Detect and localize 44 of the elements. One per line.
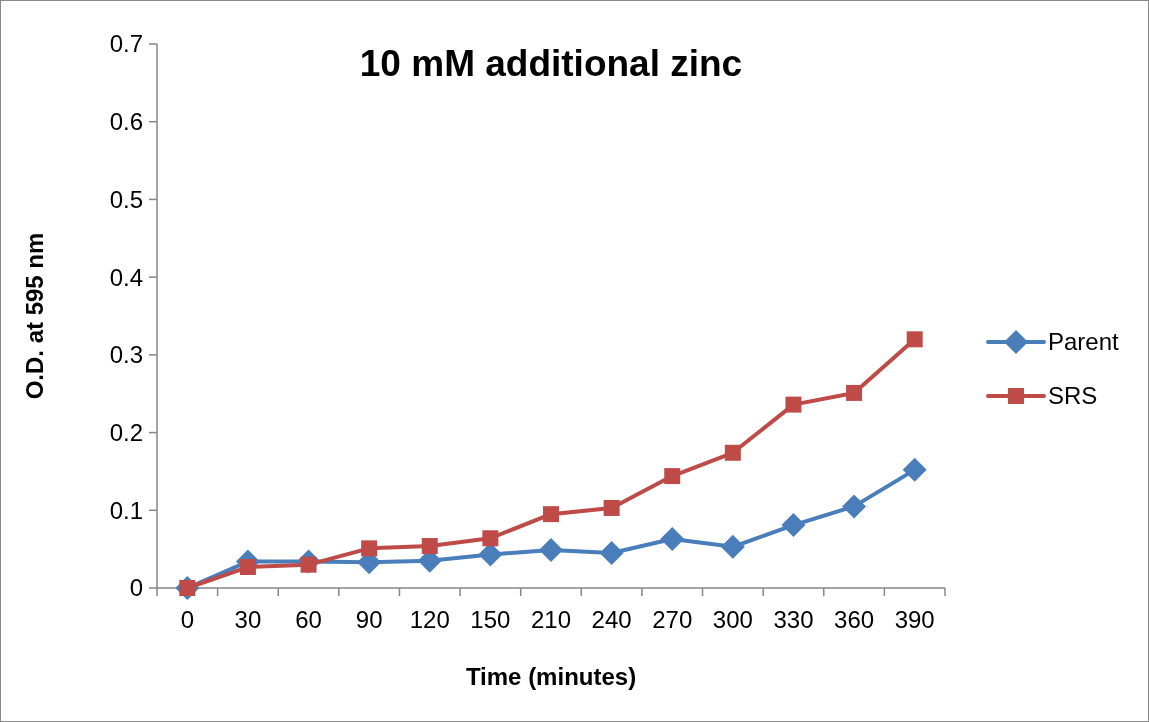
legend-label: SRS: [1048, 382, 1098, 410]
point: [664, 468, 681, 485]
y-tick-label: 0.4: [109, 263, 143, 291]
x-tick-label: 210: [530, 606, 572, 633]
point: [603, 499, 620, 516]
point: [539, 537, 563, 562]
x-tick-label: 390: [894, 606, 935, 633]
y-tick-label: 0.1: [109, 496, 143, 524]
x-tick-label: 360: [834, 606, 875, 633]
point: [482, 530, 499, 547]
point: [846, 384, 863, 401]
point: [842, 494, 867, 519]
x-axis-title: Time (minutes): [465, 663, 637, 690]
x-tick-label: 270: [652, 606, 693, 633]
x-tick-label: 240: [591, 606, 632, 633]
point: [660, 527, 685, 552]
x-tick-label: 330: [773, 606, 814, 633]
point: [906, 331, 923, 348]
x-tick-label: 90: [355, 606, 383, 633]
y-tick-label: 0.2: [109, 418, 143, 446]
point: [239, 559, 256, 576]
point: [902, 457, 927, 482]
y-tick-label: 0.3: [109, 341, 143, 369]
legend-label: Parent: [1048, 328, 1120, 356]
y-tick-label: 0: [129, 574, 143, 602]
point: [781, 513, 806, 538]
point: [543, 506, 559, 523]
point: [785, 396, 802, 413]
chart-title: 10 mM additional zinc: [359, 43, 743, 84]
x-tick-label: 0: [180, 606, 194, 633]
point: [599, 541, 624, 566]
point: [724, 444, 741, 461]
y-tick-label: 0.7: [109, 30, 143, 58]
y-tick-label: 0.6: [109, 108, 143, 136]
point: [421, 538, 438, 555]
x-tick-label: 300: [712, 606, 753, 633]
x-tick-label: 150: [470, 606, 511, 633]
point: [361, 540, 378, 557]
x-tick-label: 60: [295, 606, 322, 633]
y-tick-label: 0.5: [109, 185, 143, 213]
x-tick-label: 30: [234, 606, 262, 633]
point: [720, 534, 745, 559]
x-tick-label: 120: [409, 606, 450, 633]
y-axis-title: O.D. at 595 nm: [21, 232, 48, 400]
